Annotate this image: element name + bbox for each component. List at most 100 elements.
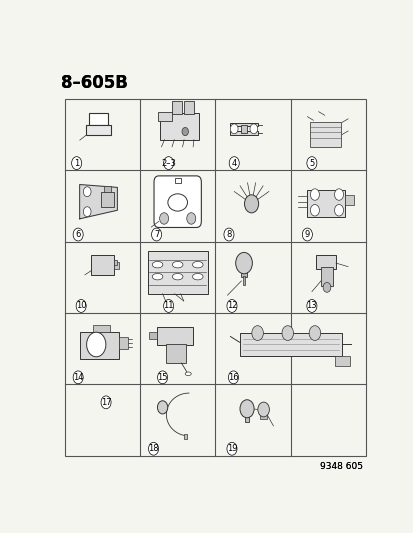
Bar	[100, 192, 114, 207]
Circle shape	[76, 300, 86, 312]
Circle shape	[249, 124, 257, 134]
Circle shape	[182, 127, 188, 136]
Bar	[344, 195, 353, 205]
Circle shape	[151, 228, 161, 241]
Bar	[230, 131, 257, 135]
Circle shape	[310, 189, 319, 200]
Circle shape	[101, 396, 111, 409]
Text: 7: 7	[154, 230, 159, 239]
Bar	[183, 434, 187, 439]
Circle shape	[157, 401, 167, 414]
Ellipse shape	[172, 273, 183, 280]
Circle shape	[163, 300, 173, 312]
Circle shape	[306, 157, 316, 169]
Text: 17: 17	[100, 398, 111, 407]
Text: 16: 16	[228, 373, 238, 382]
Text: 5: 5	[309, 159, 314, 167]
Bar	[242, 276, 245, 285]
Bar	[230, 123, 257, 126]
Text: 18: 18	[148, 445, 159, 453]
Bar	[147, 251, 207, 294]
Bar	[320, 268, 332, 286]
Text: 12: 12	[226, 302, 237, 310]
Ellipse shape	[168, 194, 187, 211]
Bar	[240, 125, 247, 133]
Circle shape	[223, 228, 233, 241]
Text: 9348 605: 9348 605	[319, 462, 362, 471]
Bar	[172, 101, 182, 114]
Ellipse shape	[152, 273, 162, 280]
Circle shape	[186, 213, 195, 224]
Bar	[316, 255, 335, 269]
Text: 15: 15	[157, 373, 167, 382]
Bar	[64, 99, 365, 456]
Bar	[93, 325, 109, 332]
Circle shape	[244, 195, 258, 213]
Bar	[259, 408, 267, 419]
Bar	[149, 332, 156, 339]
Circle shape	[251, 326, 263, 341]
Ellipse shape	[172, 262, 183, 268]
Circle shape	[306, 300, 316, 312]
Text: 4: 4	[231, 159, 236, 167]
Circle shape	[257, 402, 269, 417]
Text: 2–3: 2–3	[161, 159, 176, 167]
Bar	[159, 112, 198, 140]
Ellipse shape	[192, 262, 203, 268]
Bar	[89, 114, 108, 125]
Text: 8: 8	[226, 230, 231, 239]
Bar	[161, 407, 164, 410]
Bar	[244, 407, 248, 422]
Circle shape	[73, 371, 83, 384]
Circle shape	[71, 157, 81, 169]
Circle shape	[226, 300, 236, 312]
Bar	[104, 186, 111, 192]
Text: 9: 9	[304, 230, 309, 239]
Circle shape	[334, 189, 343, 200]
Circle shape	[86, 332, 106, 357]
Text: 8–605B: 8–605B	[61, 74, 128, 92]
Circle shape	[310, 205, 319, 216]
Bar	[309, 122, 340, 147]
Ellipse shape	[192, 273, 203, 280]
Ellipse shape	[185, 372, 191, 376]
Bar	[241, 262, 246, 277]
Text: 19: 19	[226, 445, 237, 453]
Bar	[334, 356, 349, 366]
FancyBboxPatch shape	[154, 176, 201, 228]
Circle shape	[83, 207, 91, 216]
Circle shape	[240, 400, 254, 418]
Text: 14: 14	[73, 373, 83, 382]
Bar	[174, 178, 180, 183]
Ellipse shape	[152, 262, 162, 268]
Circle shape	[322, 282, 330, 292]
Polygon shape	[79, 184, 117, 219]
Circle shape	[159, 213, 168, 224]
Circle shape	[228, 371, 238, 384]
Text: 9348 605: 9348 605	[319, 462, 362, 471]
Bar	[85, 125, 111, 135]
Bar	[184, 101, 194, 114]
Circle shape	[334, 205, 343, 216]
Bar	[119, 337, 128, 349]
Bar	[158, 112, 171, 120]
Text: 6: 6	[75, 230, 81, 239]
Bar	[166, 344, 185, 363]
Text: 1: 1	[74, 159, 79, 167]
Bar	[156, 327, 192, 345]
Bar	[91, 255, 113, 275]
Text: 11: 11	[163, 302, 173, 310]
Bar	[113, 260, 117, 264]
Text: 13: 13	[306, 302, 316, 310]
Circle shape	[281, 326, 293, 341]
Bar	[79, 332, 119, 359]
Text: 10: 10	[76, 302, 86, 310]
Circle shape	[148, 442, 158, 455]
Circle shape	[163, 157, 173, 169]
Circle shape	[226, 442, 236, 455]
Bar	[239, 333, 341, 356]
Text: 8–605B: 8–605B	[61, 74, 128, 92]
Bar	[306, 190, 344, 217]
Circle shape	[309, 326, 320, 341]
Circle shape	[83, 187, 91, 197]
